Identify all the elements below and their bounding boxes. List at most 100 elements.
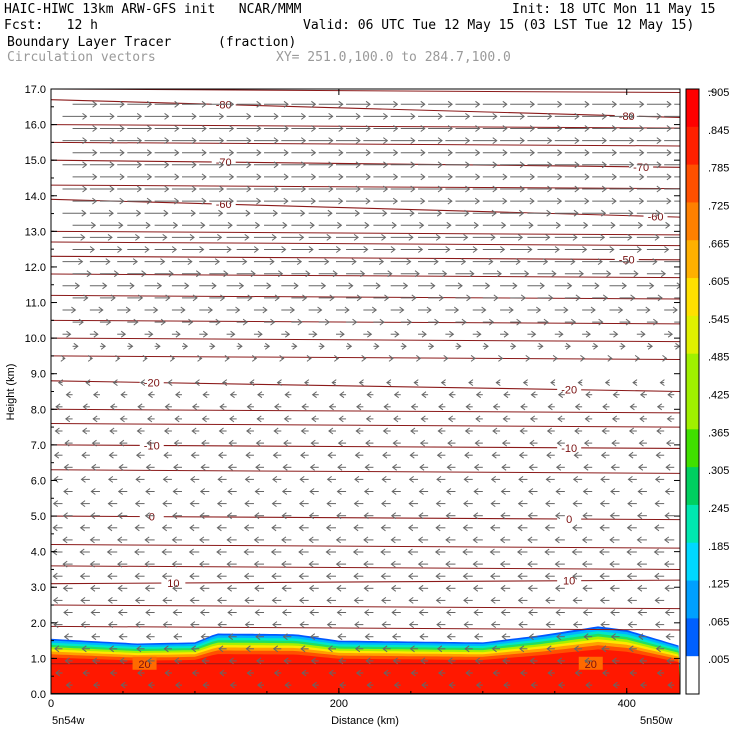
wind-vector-head (146, 100, 153, 108)
wind-vector-head (367, 330, 373, 338)
wind-vector-head (311, 681, 317, 689)
field-name: Boundary Layer Tracer (7, 35, 172, 50)
wind-vector-head (572, 572, 578, 580)
wind-vector-head (54, 427, 60, 435)
wind-vector-head (448, 391, 454, 399)
wind-vector-head (492, 669, 498, 677)
colorbar-label: .245 (708, 503, 729, 515)
wind-vector-head (585, 330, 591, 338)
wind-vector-head (271, 524, 277, 532)
wind-vector-head (583, 439, 590, 447)
wind-vector-head (301, 403, 307, 411)
isotherm-label: -60 (648, 211, 664, 223)
wind-vector-head (80, 500, 86, 508)
header-line1-left: HAIC-HIWC 13km ARW-GFS init NCAR/MMM (4, 2, 302, 17)
wind-vector-head (244, 234, 250, 241)
wind-vector-head (409, 645, 415, 653)
isotherm--60 (51, 198, 680, 218)
wind-vector-head (626, 524, 632, 532)
wind-vector-head (462, 524, 468, 532)
wind-vector-head (144, 584, 150, 592)
wind-vector-head (146, 149, 153, 157)
wind-vector-head (503, 681, 509, 689)
wind-vector-head (380, 548, 386, 556)
wind-vector-head (302, 294, 308, 302)
wind-vector-head (531, 330, 537, 338)
wind-vector-head (472, 512, 479, 520)
wind-vector-head (435, 572, 441, 580)
wind-vector-head (351, 258, 357, 266)
wind-vector-head (338, 657, 344, 665)
wind-vector-head (119, 657, 125, 665)
wind-vector-head (331, 379, 337, 387)
wind-vector-head (62, 512, 68, 520)
wind-vector-head (639, 681, 646, 689)
wind-vector-head (246, 161, 252, 169)
wind-vector-head (529, 173, 535, 181)
wind-vector-head (281, 584, 287, 592)
wind-vector-head (146, 125, 153, 132)
wind-vector-head (273, 113, 279, 120)
wind-vector-head (472, 560, 478, 568)
wind-vector-head (475, 125, 481, 132)
field-units: (fraction) (218, 35, 297, 50)
wind-vector-head (583, 221, 589, 229)
wind-vector-head (363, 560, 369, 568)
wind-vector-head (173, 439, 179, 447)
wind-vector-head (272, 451, 278, 459)
wind-vector-head (253, 560, 259, 568)
wind-vector-head (465, 137, 471, 145)
wind-vector-head (365, 439, 371, 447)
wind-vector-head (292, 342, 298, 350)
wind-vector-head (109, 185, 115, 193)
wind-vector-head (436, 621, 442, 629)
wind-vector-head (55, 669, 61, 677)
wind-vector-head (518, 209, 525, 217)
wind-vector-head (339, 681, 345, 689)
wind-vector-head (92, 657, 98, 665)
wind-vector-head (137, 403, 143, 411)
isoline-16 (51, 604, 680, 610)
wind-vector-head (246, 185, 252, 193)
wind-vector-head (87, 355, 94, 362)
wind-vector-head (652, 258, 658, 266)
wind-vector-head (355, 161, 361, 169)
wind-vector-head (437, 185, 443, 193)
wind-vector-head (408, 476, 414, 483)
x-start-label: 5n54w (52, 715, 84, 727)
wind-vector-head (63, 488, 69, 495)
wind-vector-head (655, 451, 661, 459)
wind-vector-head (145, 221, 151, 229)
wind-vector-head (245, 451, 251, 459)
wind-vector-head (310, 197, 316, 205)
wind-vector-head (309, 221, 315, 229)
colorbar-label: .785 (708, 163, 729, 175)
wind-vector-head (410, 427, 416, 435)
wind-vector-head (93, 391, 99, 399)
isoline-2 (51, 141, 680, 147)
wind-vector-head (92, 125, 98, 132)
isotherm-label: -80 (216, 100, 232, 112)
isotherm-label: -70 (216, 157, 232, 169)
wind-vector-head (485, 282, 491, 290)
wind-vector-head (361, 355, 367, 362)
wind-vector-head (125, 306, 131, 314)
colorbar-frame (685, 88, 700, 695)
wind-vector-head (411, 294, 417, 302)
wind-vector-head (304, 379, 310, 387)
wind-vector-head (391, 221, 397, 229)
wind-vector-head (627, 234, 633, 241)
wind-vector-head (109, 161, 115, 169)
wind-vector-head (82, 161, 88, 169)
wind-vector-head (218, 645, 224, 653)
y-tick-label: 1.0 (31, 653, 46, 665)
wind-vector-head (490, 621, 497, 629)
wind-vector-head (593, 342, 599, 350)
wind-vector-head (500, 584, 506, 592)
wind-vector-head (654, 476, 661, 483)
wind-vector-head (164, 113, 170, 120)
wind-vector-head (547, 161, 553, 169)
wind-vector-head (71, 306, 77, 314)
wind-vector-head (191, 185, 197, 193)
wind-vector-head (339, 330, 345, 338)
